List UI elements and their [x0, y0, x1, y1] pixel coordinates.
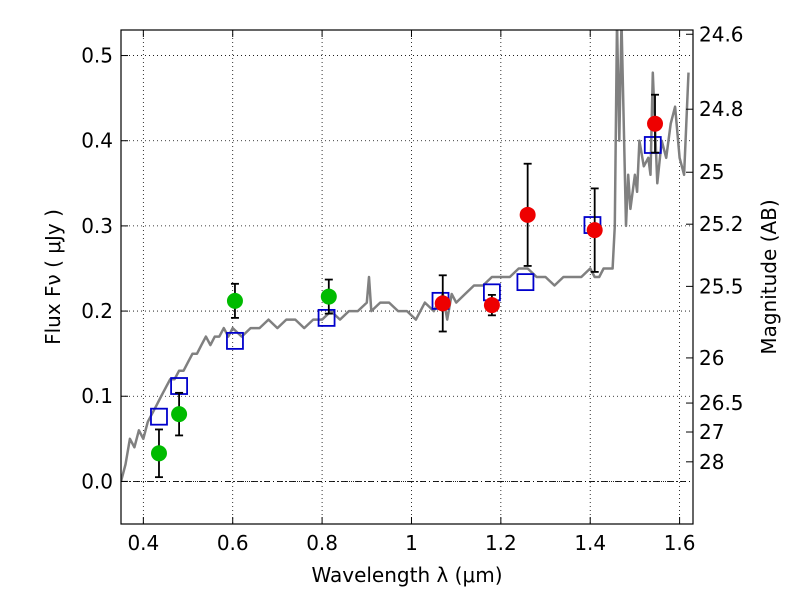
- observed-flux-point: [171, 406, 188, 423]
- y-tick-label: 0.4: [81, 129, 113, 153]
- plot-frame: [120, 29, 694, 525]
- y-tick-labels: 0.0 0.1 0.2 0.3 0.4 0.5: [81, 44, 113, 494]
- right-axis-tick-labels: 24.6 24.8 25 25.2 25.5 26 26.5 27 28: [699, 22, 744, 474]
- observed-flux-point: [226, 292, 243, 309]
- axis-ticks: [121, 30, 693, 524]
- right-axis-label: Magnitude (AB): [757, 199, 781, 354]
- model-photometry-marker: [226, 331, 244, 350]
- spectrum-layer: [121, 30, 690, 482]
- x-tick-labels: 0.4 0.6 0.8 1 1.2 1.4 1.6: [127, 531, 695, 555]
- right-axis-tick-label: 24.8: [699, 97, 744, 121]
- observed-flux-point: [483, 297, 500, 314]
- x-tick-label: 1.4: [574, 531, 606, 555]
- right-axis-tick-label: 28: [699, 450, 724, 474]
- y-axis-label: Flux Fν ( μJy ): [41, 209, 65, 345]
- x-tick-label: 0.8: [306, 531, 338, 555]
- model-photometry-marker: [150, 407, 168, 426]
- y-tick-label: 0.2: [81, 299, 113, 323]
- observed-flux-point: [150, 445, 167, 462]
- model-photometry-marker: [516, 273, 535, 292]
- spectrum-line: [121, 30, 690, 482]
- right-axis-tick-label: 25.5: [699, 274, 744, 298]
- right-axis-tick-label: 26.5: [699, 391, 744, 415]
- x-tick-label: 0.4: [127, 531, 159, 555]
- y-tick-label: 0.5: [81, 44, 113, 68]
- observed-flux-point: [434, 295, 451, 312]
- observed-flux-point: [647, 115, 664, 132]
- right-axis-tick-label: 25: [699, 160, 724, 184]
- model-photometry-marker: [317, 308, 336, 327]
- right-axis-tick-label: 24.6: [699, 22, 744, 46]
- y-tick-label: 0.3: [81, 214, 113, 238]
- x-tick-label: 1.2: [485, 531, 517, 555]
- marker-layer: [150, 93, 664, 479]
- observed-flux-point: [320, 288, 337, 305]
- right-axis-tick-label: 27: [699, 420, 724, 444]
- x-tick-label: 1: [405, 531, 418, 555]
- y-tick-label: 0.1: [81, 384, 113, 408]
- right-axis-tick-label: 25.2: [699, 212, 744, 236]
- right-axis-tick-label: 26: [699, 346, 724, 370]
- x-axis-label: Wavelength λ (μm): [311, 563, 502, 587]
- y-tick-label: 0.0: [81, 469, 113, 493]
- x-tick-label: 0.6: [217, 531, 249, 555]
- observed-flux-point: [519, 206, 536, 223]
- x-tick-label: 1.6: [664, 531, 696, 555]
- observed-flux-point: [586, 222, 603, 239]
